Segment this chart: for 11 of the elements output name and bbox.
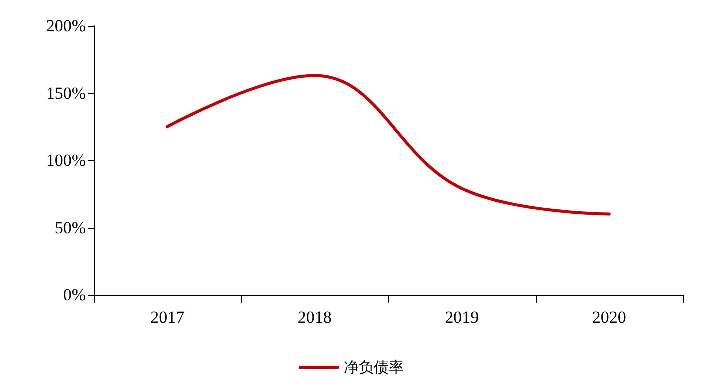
y-tick-label: 200%	[46, 16, 86, 36]
y-tick-label: 150%	[46, 84, 86, 103]
line-series	[166, 74, 611, 216]
y-tick-label: 100%	[46, 151, 86, 170]
x-tick-label: 2017	[150, 308, 186, 327]
legend-label: 净负债率	[344, 358, 404, 376]
x-tick-label: 2018	[298, 308, 332, 327]
y-tick-label: 50%	[54, 218, 86, 238]
x-tick-label: 2019	[445, 308, 480, 327]
y-tick-label: 0%	[63, 286, 86, 304]
x-tick-label: 2020	[592, 308, 626, 327]
